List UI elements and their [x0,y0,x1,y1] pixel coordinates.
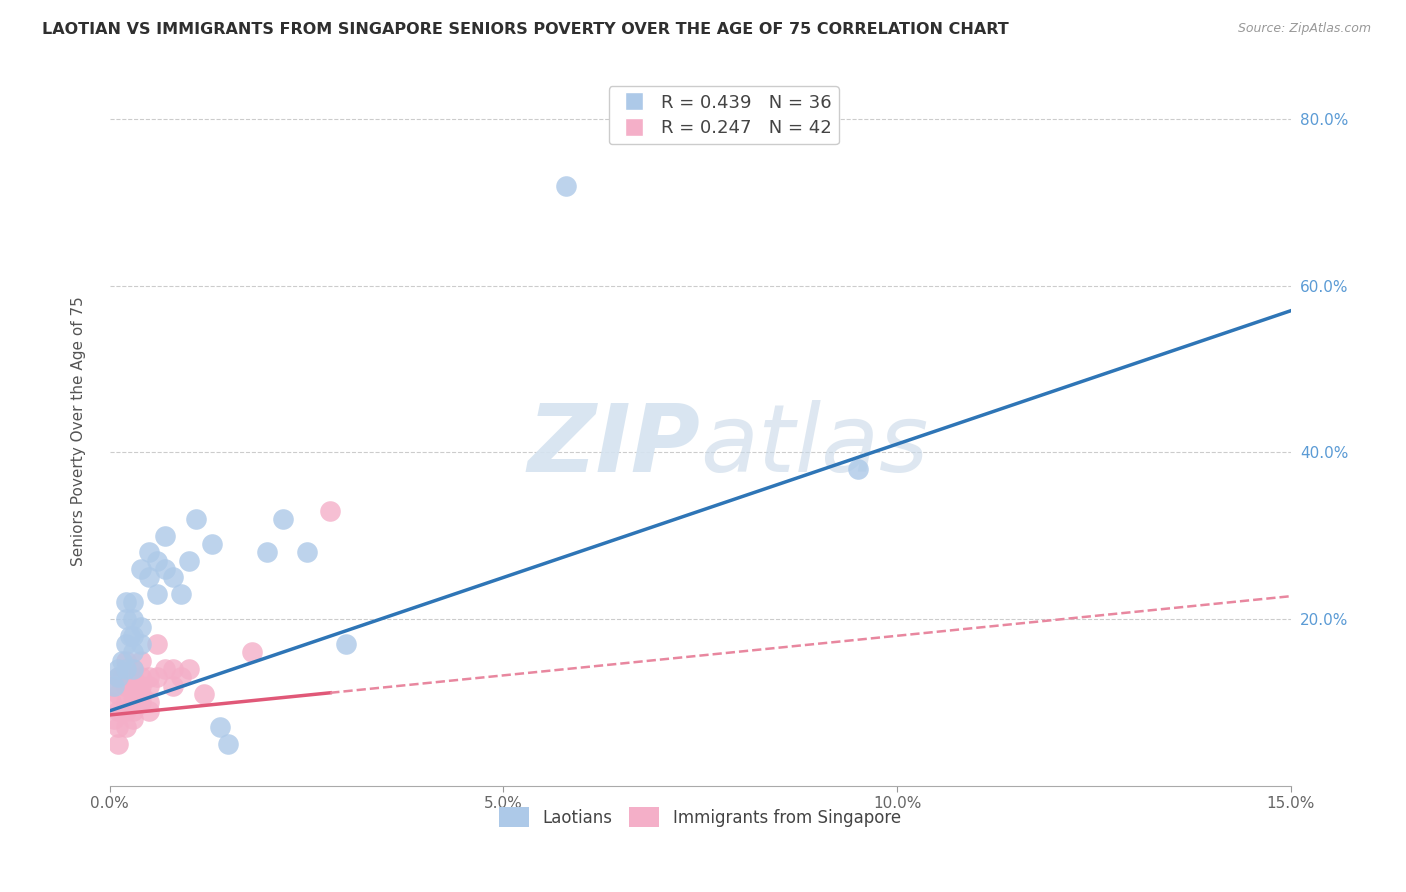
Point [138,679,160,693]
Point [131,696,153,710]
Point [101,679,124,693]
Point [107,721,129,735]
Point [122,662,145,676]
Text: Source: ZipAtlas.com: Source: ZipAtlas.com [1237,22,1371,36]
Point [122,662,145,676]
Point [111,670,134,684]
Point [114,679,136,693]
Point [131,562,153,576]
Point [138,696,160,710]
Point [846,462,869,476]
Point [122,595,145,609]
Point [162,570,184,584]
Point [122,712,145,726]
Point [271,512,294,526]
Point [122,629,145,643]
Point [122,670,145,684]
Point [111,654,134,668]
Point [131,679,153,693]
Point [256,545,278,559]
Point [114,612,136,626]
Point [114,654,136,668]
Point [153,562,176,576]
Point [201,537,224,551]
Text: atlas: atlas [700,401,928,491]
Point [146,637,169,651]
Point [107,687,129,701]
Point [122,612,145,626]
Point [138,704,160,718]
Point [107,670,129,684]
Point [217,737,239,751]
Point [319,504,342,518]
Y-axis label: Seniors Poverty Over the Age of 75: Seniors Poverty Over the Age of 75 [72,297,86,566]
Point [118,629,141,643]
Point [131,620,153,634]
Text: ZIP: ZIP [527,400,700,491]
Legend: Laotians, Immigrants from Singapore: Laotians, Immigrants from Singapore [494,800,908,834]
Point [122,696,145,710]
Point [114,595,136,609]
Point [146,587,169,601]
Point [153,529,176,543]
Point [107,737,129,751]
Point [122,704,145,718]
Point [100,696,122,710]
Point [162,662,184,676]
Point [107,670,129,684]
Point [162,679,184,693]
Point [240,645,263,659]
Point [138,570,160,584]
Point [114,721,136,735]
Point [122,645,145,659]
Point [114,637,136,651]
Point [114,696,136,710]
Point [555,178,578,193]
Point [209,721,232,735]
Point [193,687,215,701]
Point [146,670,169,684]
Point [122,687,145,701]
Point [138,545,160,559]
Point [107,704,129,718]
Point [170,587,193,601]
Point [138,670,160,684]
Text: LAOTIAN VS IMMIGRANTS FROM SINGAPORE SENIORS POVERTY OVER THE AGE OF 75 CORRELAT: LAOTIAN VS IMMIGRANTS FROM SINGAPORE SEN… [42,22,1010,37]
Point [177,554,200,568]
Point [170,670,193,684]
Point [103,679,125,693]
Point [114,704,136,718]
Point [295,545,318,559]
Point [107,662,129,676]
Point [146,554,169,568]
Point [131,687,153,701]
Point [103,712,125,726]
Point [186,512,208,526]
Point [177,662,200,676]
Point [153,662,176,676]
Point [114,670,136,684]
Point [131,654,153,668]
Point [131,637,153,651]
Point [122,679,145,693]
Point [335,637,357,651]
Point [114,679,136,693]
Point [131,670,153,684]
Point [114,662,136,676]
